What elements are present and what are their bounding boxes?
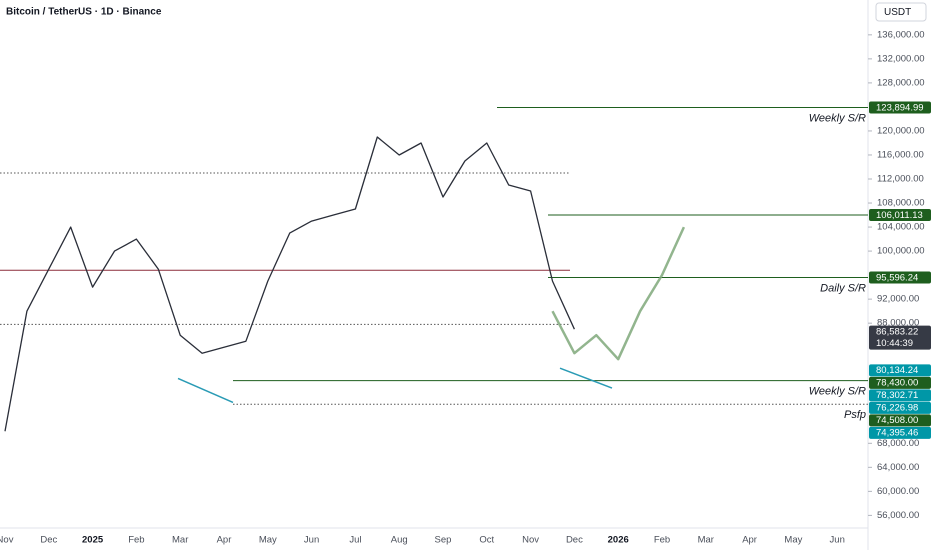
level-note: Daily S/R (820, 282, 866, 294)
x-tick-label: Mar (698, 535, 714, 546)
price-badge-label: 76,226.98 (876, 403, 918, 414)
price-badge (869, 414, 931, 427)
x-tick-label: Sep (435, 535, 452, 546)
price-badge-label: 86,583.22 (876, 326, 918, 337)
price-badge (869, 401, 931, 414)
y-tick-label: 68,000.00 (877, 438, 919, 449)
y-tick-label: 92,000.00 (877, 294, 919, 305)
y-tick-label: 116,000.00 (877, 149, 924, 160)
price-badge-label: 78,302.71 (876, 390, 918, 401)
x-tick-label: 2025 (82, 535, 104, 546)
chart-title: Bitcoin / TetherUS · 1D · Binance (6, 7, 162, 18)
price-badge-label: 78,430.00 (876, 378, 918, 389)
x-tick-label: 2026 (608, 535, 629, 546)
y-tick-label: 112,000.00 (877, 174, 924, 185)
price-badge (869, 389, 931, 402)
x-tick-label: Jul (349, 535, 361, 546)
price-badge-label: 74,395.46 (876, 428, 918, 439)
y-tick-label: 132,000.00 (877, 53, 925, 64)
y-tick-label: 120,000.00 (877, 125, 925, 136)
x-tick-label: Nov (0, 535, 14, 546)
trendline (177, 377, 234, 404)
price-badge (869, 364, 931, 377)
x-tick-label: Feb (128, 535, 144, 546)
x-tick-label: Apr (217, 535, 232, 546)
x-tick-label: Jun (830, 535, 845, 546)
x-tick-label: Jun (304, 535, 319, 546)
y-tick-label: 108,000.00 (877, 198, 925, 209)
level-note: Psfp (844, 409, 866, 421)
currency-button[interactable] (875, 2, 927, 22)
y-tick-label: 60,000.00 (877, 486, 919, 497)
price-line (551, 226, 686, 361)
y-tick-label: 100,000.00 (877, 246, 925, 257)
price-badge (869, 325, 931, 350)
y-tick-label: 128,000.00 (877, 77, 925, 88)
price-badge-label: 106,011.13 (876, 210, 923, 221)
y-tick-label: 64,000.00 (877, 462, 919, 473)
x-tick-label: Aug (391, 535, 408, 546)
level-note: Weekly S/R (809, 112, 866, 124)
y-tick-label: 104,000.00 (877, 222, 925, 233)
x-tick-label: Feb (654, 535, 670, 546)
countdown: 10:44:39 (876, 338, 913, 349)
x-tick-label: May (784, 535, 802, 546)
price-badge (869, 376, 931, 389)
x-tick-label: Dec (566, 535, 583, 546)
currency-label[interactable]: USDT (884, 7, 911, 18)
x-tick-label: Apr (742, 535, 757, 546)
y-tick-label: 136,000.00 (877, 29, 925, 40)
level-note: Weekly S/R (809, 386, 866, 398)
price-badge (869, 101, 931, 114)
price-badge (869, 208, 931, 221)
price-badge-label: 95,596.24 (876, 272, 918, 283)
x-tick-label: Dec (40, 535, 57, 546)
y-tick-label: 88,000.00 (877, 318, 919, 329)
price-badge (869, 426, 931, 439)
price-badge (869, 271, 931, 284)
trendline (559, 367, 613, 389)
price-line (4, 136, 575, 432)
price-badge-label: 80,134.24 (876, 365, 918, 376)
price-badge-label: 123,894.99 (876, 102, 924, 113)
y-tick-label: 56,000.00 (877, 510, 919, 521)
x-tick-label: Mar (172, 535, 188, 546)
x-tick-label: May (259, 535, 277, 546)
price-badge-label: 74,508.00 (876, 415, 918, 426)
x-tick-label: Nov (522, 535, 539, 546)
x-tick-label: Oct (479, 535, 494, 546)
